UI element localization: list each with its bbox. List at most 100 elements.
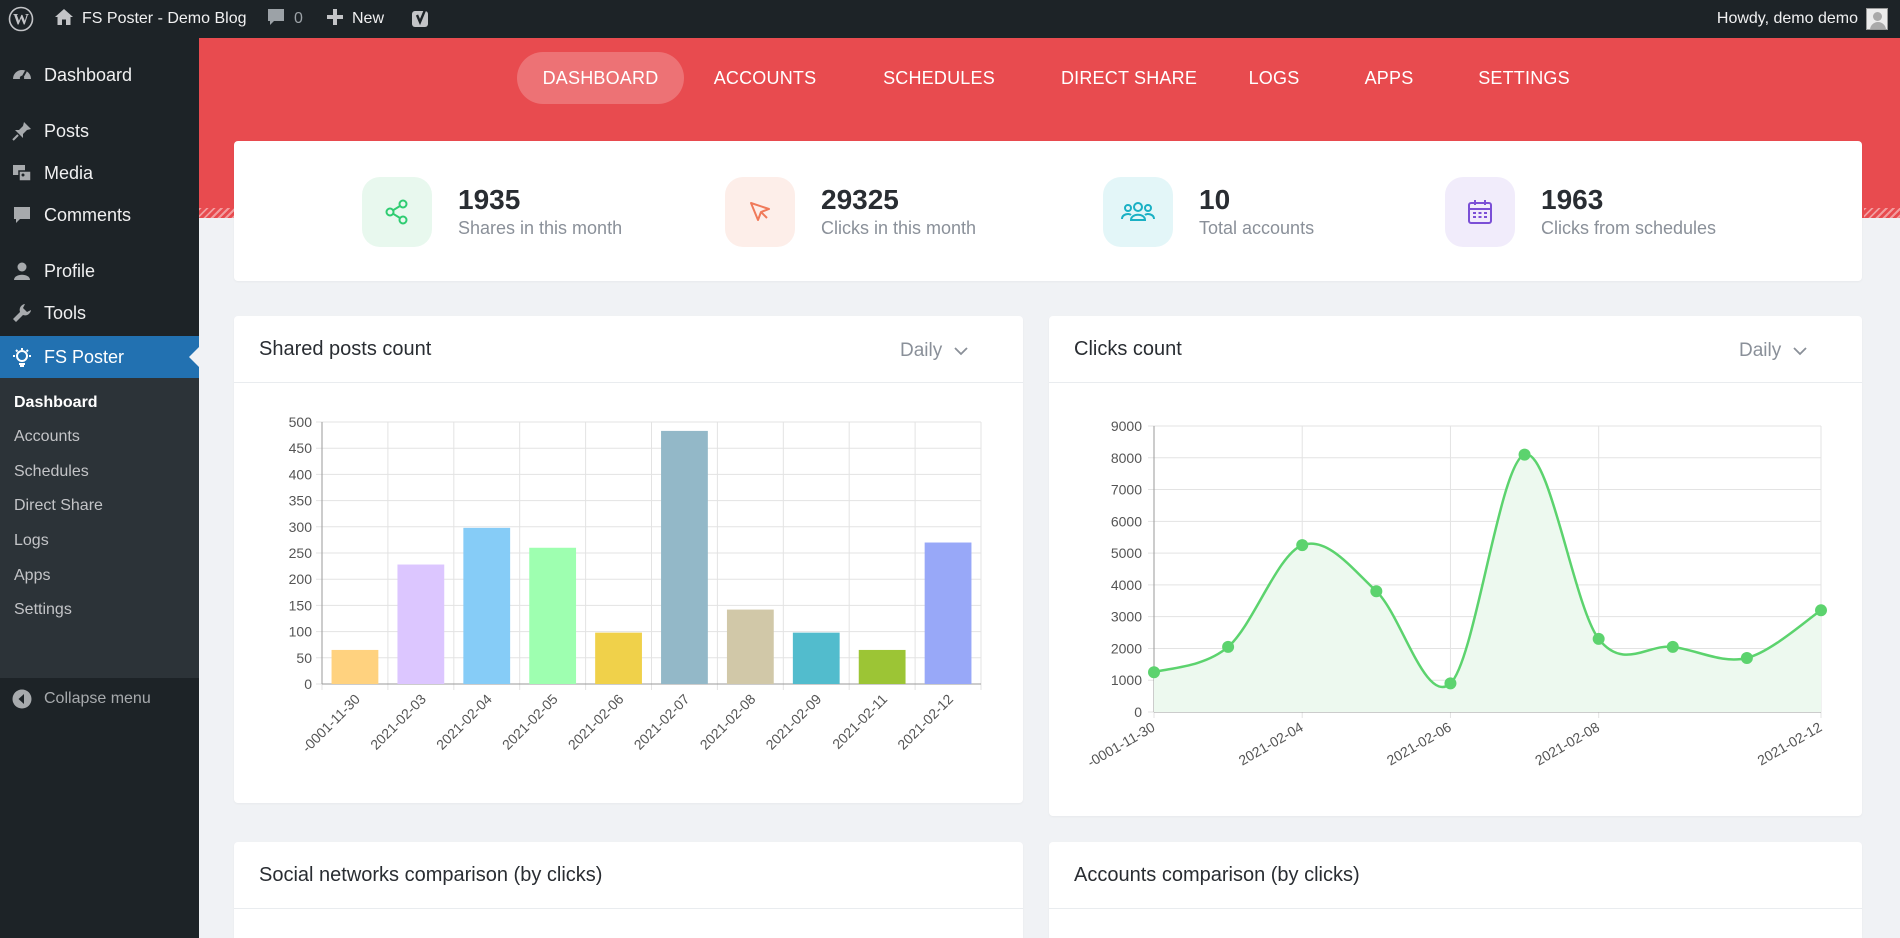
sidebar-item-label: Tools <box>44 302 87 323</box>
submenu-direct-share[interactable]: Direct Share <box>14 497 103 514</box>
wrench-icon <box>0 302 44 324</box>
site-name-link[interactable]: FS Poster - Demo Blog <box>54 0 247 38</box>
tab-accounts[interactable]: ACCOUNTS <box>713 67 817 88</box>
sidebar-item-tools[interactable]: Tools <box>0 292 199 334</box>
y-tick-label: 5000 <box>1111 545 1142 561</box>
comment-icon <box>266 7 286 32</box>
collapse-arrow-icon <box>0 688 44 710</box>
data-point <box>1740 651 1753 664</box>
card-title: Clicks count <box>1074 338 1182 360</box>
new-label: New <box>352 10 385 27</box>
tab-direct-share[interactable]: DIRECT SHARE <box>1060 67 1198 88</box>
submenu-apps[interactable]: Apps <box>14 567 51 584</box>
period-select[interactable]: Daily <box>900 340 968 362</box>
tab-logs[interactable]: LOGS <box>1248 67 1300 88</box>
fs-poster-icon <box>0 346 44 368</box>
stat-label: Clicks in this month <box>821 218 977 238</box>
stat-label: Clicks from schedules <box>1541 218 1717 238</box>
sidebar-item-posts[interactable]: Posts <box>0 110 199 152</box>
sidebar-item-label: Comments <box>44 204 132 225</box>
submenu-accounts[interactable]: Accounts <box>14 428 80 445</box>
card-divider <box>234 908 1023 909</box>
user-icon <box>0 260 44 282</box>
stat-label: Shares in this month <box>458 218 623 238</box>
header-stripe-left <box>199 208 235 218</box>
sidebar-item-fs-poster[interactable]: FS Poster <box>0 336 199 378</box>
greeting-text: Howdy, demo demo <box>1716 10 1858 27</box>
data-point <box>1815 604 1827 617</box>
avatar <box>1866 8 1888 30</box>
share-icon <box>362 177 432 247</box>
x-tick-label: 2021-02-05 <box>499 691 561 753</box>
y-tick-label: 9000 <box>1111 418 1142 434</box>
card-divider <box>1049 908 1862 909</box>
comments-count: 0 <box>294 10 303 27</box>
data-point <box>1666 640 1679 653</box>
x-tick-label: 2021-02-03 <box>367 691 429 753</box>
admin-sidebar: Dashboard Posts Media Comments Profile T… <box>0 38 199 938</box>
area-fill <box>1154 454 1821 712</box>
y-tick-label: 4000 <box>1111 577 1142 593</box>
data-point <box>1296 539 1309 552</box>
tab-dashboard[interactable]: DASHBOARD <box>517 52 684 104</box>
calendar-icon <box>1445 177 1515 247</box>
tab-apps[interactable]: APPS <box>1364 67 1414 88</box>
stat-label: Total accounts <box>1199 218 1315 238</box>
submenu-settings[interactable]: Settings <box>14 601 72 618</box>
sidebar-item-media[interactable]: Media <box>0 152 199 194</box>
y-tick-label: 500 <box>289 414 313 430</box>
media-icon <box>0 162 44 184</box>
x-tick-label: 2021-02-08 <box>1532 719 1602 769</box>
clicks-chart: 0 1000 2000 3000 4000 5000 6000 7000 8000 9000 -00… <box>1084 418 1827 771</box>
y-tick-label: 1000 <box>1111 672 1142 688</box>
bar <box>595 632 642 684</box>
svg-text:W: W <box>13 12 29 29</box>
series-line <box>1153 453 1822 688</box>
submenu-logs[interactable]: Logs <box>14 532 49 549</box>
period-select[interactable]: Daily <box>1739 340 1807 362</box>
collapse-menu-button[interactable]: Collapse menu <box>0 678 199 720</box>
pin-icon <box>0 120 44 142</box>
account-menu[interactable]: Howdy, demo demo <box>1717 0 1888 38</box>
x-tick-label: -0001-11-30 <box>1084 719 1157 771</box>
y-tick-label: 200 <box>289 571 313 587</box>
period-value: Daily <box>1739 340 1782 361</box>
wordpress-logo-icon[interactable]: W <box>8 0 34 38</box>
x-tick-label: 2021-02-09 <box>762 691 824 753</box>
sidebar-item-comments[interactable]: Comments <box>0 194 199 236</box>
stat-value: 29325 <box>821 184 899 215</box>
yoast-icon[interactable] <box>410 0 434 38</box>
admin-bar: W FS Poster - Demo Blog 0 New Howdy, dem… <box>0 0 1900 38</box>
y-tick-label: 350 <box>289 493 313 509</box>
sidebar-item-dashboard[interactable]: Dashboard <box>0 54 199 96</box>
tab-settings[interactable]: SETTINGS <box>1478 67 1570 88</box>
data-point <box>1444 677 1457 690</box>
x-tick-label: 2021-02-06 <box>1384 719 1454 769</box>
sidebar-item-label: Profile <box>44 260 96 281</box>
bar <box>858 649 906 684</box>
x-tick-label: 2021-02-12 <box>1754 719 1824 769</box>
stats-card: 1935 Shares in this month 29325 Clicks i… <box>234 141 1862 281</box>
sidebar-item-label: Dashboard <box>44 64 133 85</box>
bar <box>463 527 511 684</box>
x-tick-label: 2021-02-06 <box>565 691 627 753</box>
data-point <box>1518 448 1531 461</box>
accounts-comparison-card: Accounts comparison (by clicks) <box>1049 842 1862 938</box>
stat-value: 1963 <box>1541 184 1604 215</box>
submenu-dashboard[interactable]: Dashboard <box>14 394 98 411</box>
y-tick-label: 3000 <box>1111 609 1142 625</box>
card-title: Accounts comparison (by clicks) <box>1074 864 1360 886</box>
plus-icon <box>326 8 344 31</box>
bar <box>924 542 972 684</box>
submenu-schedules[interactable]: Schedules <box>14 463 89 480</box>
sidebar-item-profile[interactable]: Profile <box>0 250 199 292</box>
chevron-down-icon <box>954 340 968 362</box>
data-point <box>1222 640 1235 653</box>
tab-schedules[interactable]: SCHEDULES <box>883 67 995 88</box>
comments-link[interactable]: 0 <box>266 0 303 38</box>
new-content-link[interactable]: New <box>326 0 384 38</box>
x-tick-label: 2021-02-07 <box>631 691 693 753</box>
card-title: Shared posts count <box>259 338 432 360</box>
y-tick-label: 100 <box>289 624 313 640</box>
stat-clicks: 29325 Clicks in this month <box>725 177 976 247</box>
